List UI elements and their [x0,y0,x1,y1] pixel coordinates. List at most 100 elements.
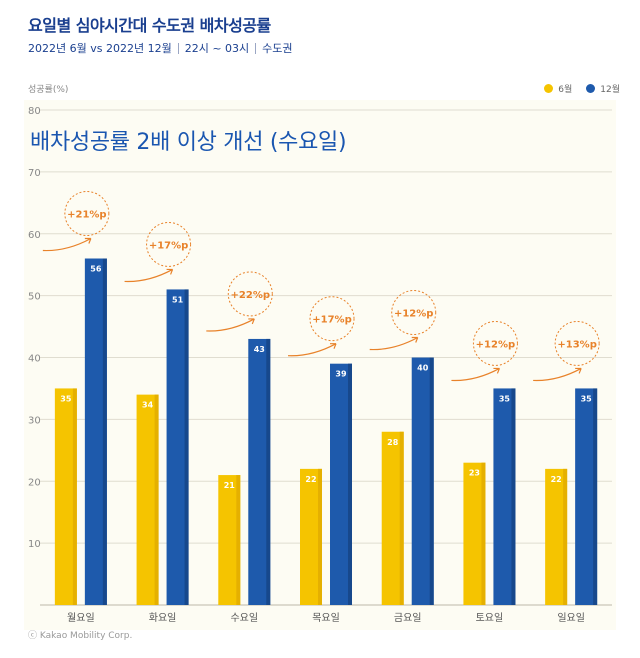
y-tick-label: 30 [28,415,41,426]
subtitle-region: 수도권 [262,42,293,55]
x-tick-label: 금요일 [394,612,422,624]
subtitle-period: 2022년 6월 vs 2022년 12월 [28,42,172,55]
bar-june-shade [236,475,241,605]
annotation-circle [146,221,192,267]
annotation-arrow [42,237,92,252]
x-tick-label: 일요일 [557,612,585,624]
subtitle: 2022년 6월 vs 2022년 12월 22시 ~ 03시 수도권 [28,40,293,56]
data-label-june: 22 [551,475,562,484]
annotation-arrow [206,318,255,332]
data-label-june: 23 [469,469,480,478]
annotation-label: +17%p [149,240,188,251]
legend-item-december: 12월 [586,82,620,95]
subtitle-time: 22시 ~ 03시 [184,42,250,55]
bar-june [545,468,568,605]
annotation-circle [227,271,273,317]
bar-december-shade [266,338,271,605]
annotation-circle [391,290,437,335]
annotation-circle [64,191,110,236]
subtitle-divider [255,42,257,54]
legend-label-december: 12월 [600,85,620,95]
copyright-credit: ⓒ Kakao Mobility Corp. [28,631,133,641]
bar-june-shade [154,394,159,605]
bar-december [248,338,271,605]
bar-june-shade [563,468,568,605]
x-tick-label: 목요일 [312,612,340,624]
legend-swatch-june [544,84,554,93]
annotation-arrowhead [84,237,92,244]
legend-swatch-december [586,84,596,93]
y-tick-label: 80 [28,106,41,117]
subtitle-divider [177,42,179,54]
annotation-label: +22%p [231,290,270,301]
data-label-june: 34 [142,401,154,410]
annotation-arrowhead [575,367,582,374]
bar-december-shade [429,357,434,605]
annotation-arrowhead [330,343,337,349]
data-label-june: 22 [305,475,316,484]
annotation-arrowhead [248,318,255,325]
y-tick-label: 40 [28,354,41,365]
data-label-december: 35 [499,394,511,403]
annotation-circle [472,320,518,366]
legend-label-june: 6월 [558,85,573,95]
annotation-arrowhead [166,268,174,275]
annotation-circle [554,320,600,366]
bar-june [218,475,241,605]
y-axis-label: 성공률(%) [28,85,69,95]
annotation-arrow [287,343,337,357]
annotation-arrow [369,336,418,351]
bar-june-shade [481,462,486,605]
bar-june [463,462,486,605]
annotation-label: +12%p [394,309,433,320]
bar-june-shade [318,468,322,605]
x-tick-label: 토요일 [476,612,504,624]
bar-december [84,258,107,605]
bar-december [575,388,598,605]
y-tick-label: 10 [28,539,41,550]
annotation-arrow [124,268,173,283]
bar-june-shade [72,388,77,605]
bar-december-shade [102,258,107,605]
legend-item-june: 6월 [544,82,572,95]
y-tick-label: 50 [28,292,41,303]
x-tick-label: 수요일 [230,612,258,624]
annotation-arrow [451,367,500,382]
bar-june [54,388,77,605]
y-tick-label: 20 [28,477,41,488]
data-label-december: 35 [581,394,593,403]
bar-december [330,363,352,605]
data-label-december: 39 [335,370,347,379]
annotation-arrowhead [411,336,419,343]
annotation-arrow [533,367,582,382]
bar-december-shade [511,388,516,605]
annotation-circle [309,296,355,342]
bar-december-shade [593,388,598,605]
annotation-arrowhead [493,367,500,374]
bar-june-shade [399,431,404,605]
data-label-december: 56 [90,265,102,274]
page-title: 요일별 심야시간대 수도권 배차성공률 [28,16,271,35]
annotation-label: +13%p [557,339,596,350]
data-label-june: 28 [387,438,399,447]
data-label-december: 51 [172,295,184,304]
x-tick-label: 화요일 [149,612,177,624]
bar-december-shade [348,363,352,605]
legend: 6월 12월 [530,82,620,95]
data-label-june: 21 [224,481,236,490]
annotation-label: +17%p [312,315,351,326]
bar-december [411,357,434,605]
x-tick-label: 월요일 [67,612,95,624]
bar-december [166,289,189,605]
bar-june [381,431,404,605]
annotation-label: +12%p [476,339,515,350]
data-label-december: 43 [254,345,265,354]
data-label-june: 35 [60,394,72,403]
annotation-label: +21%p [67,210,106,221]
bar-june [300,468,322,605]
bar-december-shade [184,289,189,605]
data-label-december: 40 [417,364,429,373]
y-tick-label: 70 [28,168,41,179]
bar-june [136,394,159,605]
